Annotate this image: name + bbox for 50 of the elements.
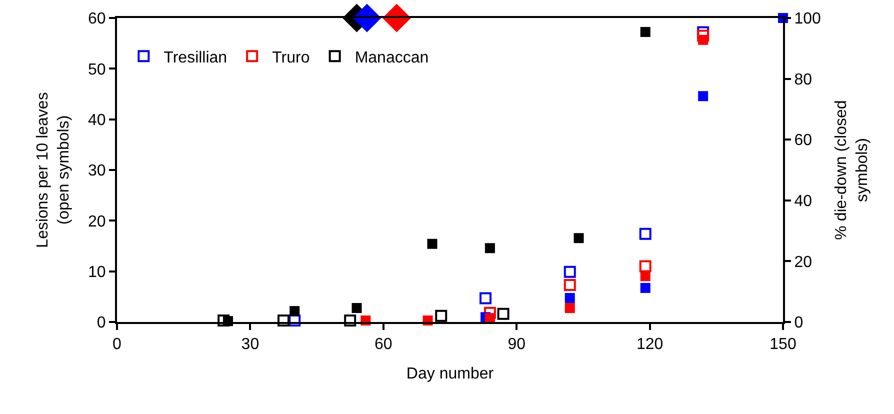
point bbox=[427, 238, 438, 249]
y-tick-label: 60 bbox=[88, 10, 106, 28]
point bbox=[564, 303, 575, 314]
point bbox=[640, 26, 650, 37]
point bbox=[564, 292, 575, 303]
point bbox=[640, 282, 650, 293]
y-tick-label: 0 bbox=[96, 314, 106, 332]
y-tick-label: 40 bbox=[88, 112, 106, 129]
legend-label: Tresillian bbox=[164, 49, 228, 66]
y2-tick-label: 100 bbox=[794, 10, 821, 28]
point bbox=[639, 260, 652, 272]
x-tick-label: 150 bbox=[770, 336, 796, 354]
point bbox=[497, 308, 510, 320]
point bbox=[278, 314, 290, 326]
x-tick-label: 60 bbox=[374, 336, 392, 354]
point bbox=[288, 314, 301, 326]
point bbox=[484, 313, 495, 324]
y2-tick-label: 20 bbox=[794, 254, 812, 271]
y2-tick-label: 0 bbox=[794, 314, 804, 332]
x-tick-label: 90 bbox=[508, 336, 526, 354]
point bbox=[639, 228, 652, 240]
y-tick-label: 50 bbox=[88, 61, 106, 78]
y-axis-title: Lesions per 10 leaves (open symbols) bbox=[34, 92, 72, 248]
point bbox=[484, 306, 496, 319]
point bbox=[290, 306, 300, 316]
y2-tick-label: 60 bbox=[794, 132, 812, 150]
point bbox=[698, 34, 708, 45]
x-tick-label: 0 bbox=[112, 336, 122, 354]
legend-label: Manaccan bbox=[354, 49, 429, 66]
y2-axis-title: % die-down (closed symbols) bbox=[833, 100, 871, 240]
x-tick-label: 30 bbox=[241, 336, 260, 354]
point bbox=[564, 266, 576, 278]
point bbox=[484, 243, 495, 254]
point bbox=[435, 310, 448, 322]
y2-tick-label: 80 bbox=[794, 71, 812, 88]
point bbox=[574, 233, 584, 244]
y-tick-label: 20 bbox=[88, 213, 106, 230]
y-tick-label: 10 bbox=[88, 264, 106, 281]
y2-tick-label: 40 bbox=[794, 193, 812, 210]
y-tick-label: 30 bbox=[88, 162, 106, 180]
legend-label: Truro bbox=[272, 49, 310, 66]
x-tick-label: 120 bbox=[636, 336, 664, 354]
x-axis-title: Day number bbox=[406, 365, 494, 382]
point bbox=[640, 271, 650, 282]
point bbox=[344, 314, 356, 326]
point bbox=[480, 292, 492, 304]
point bbox=[564, 279, 576, 292]
point bbox=[352, 303, 362, 314]
point bbox=[698, 91, 708, 102]
point bbox=[697, 30, 710, 42]
